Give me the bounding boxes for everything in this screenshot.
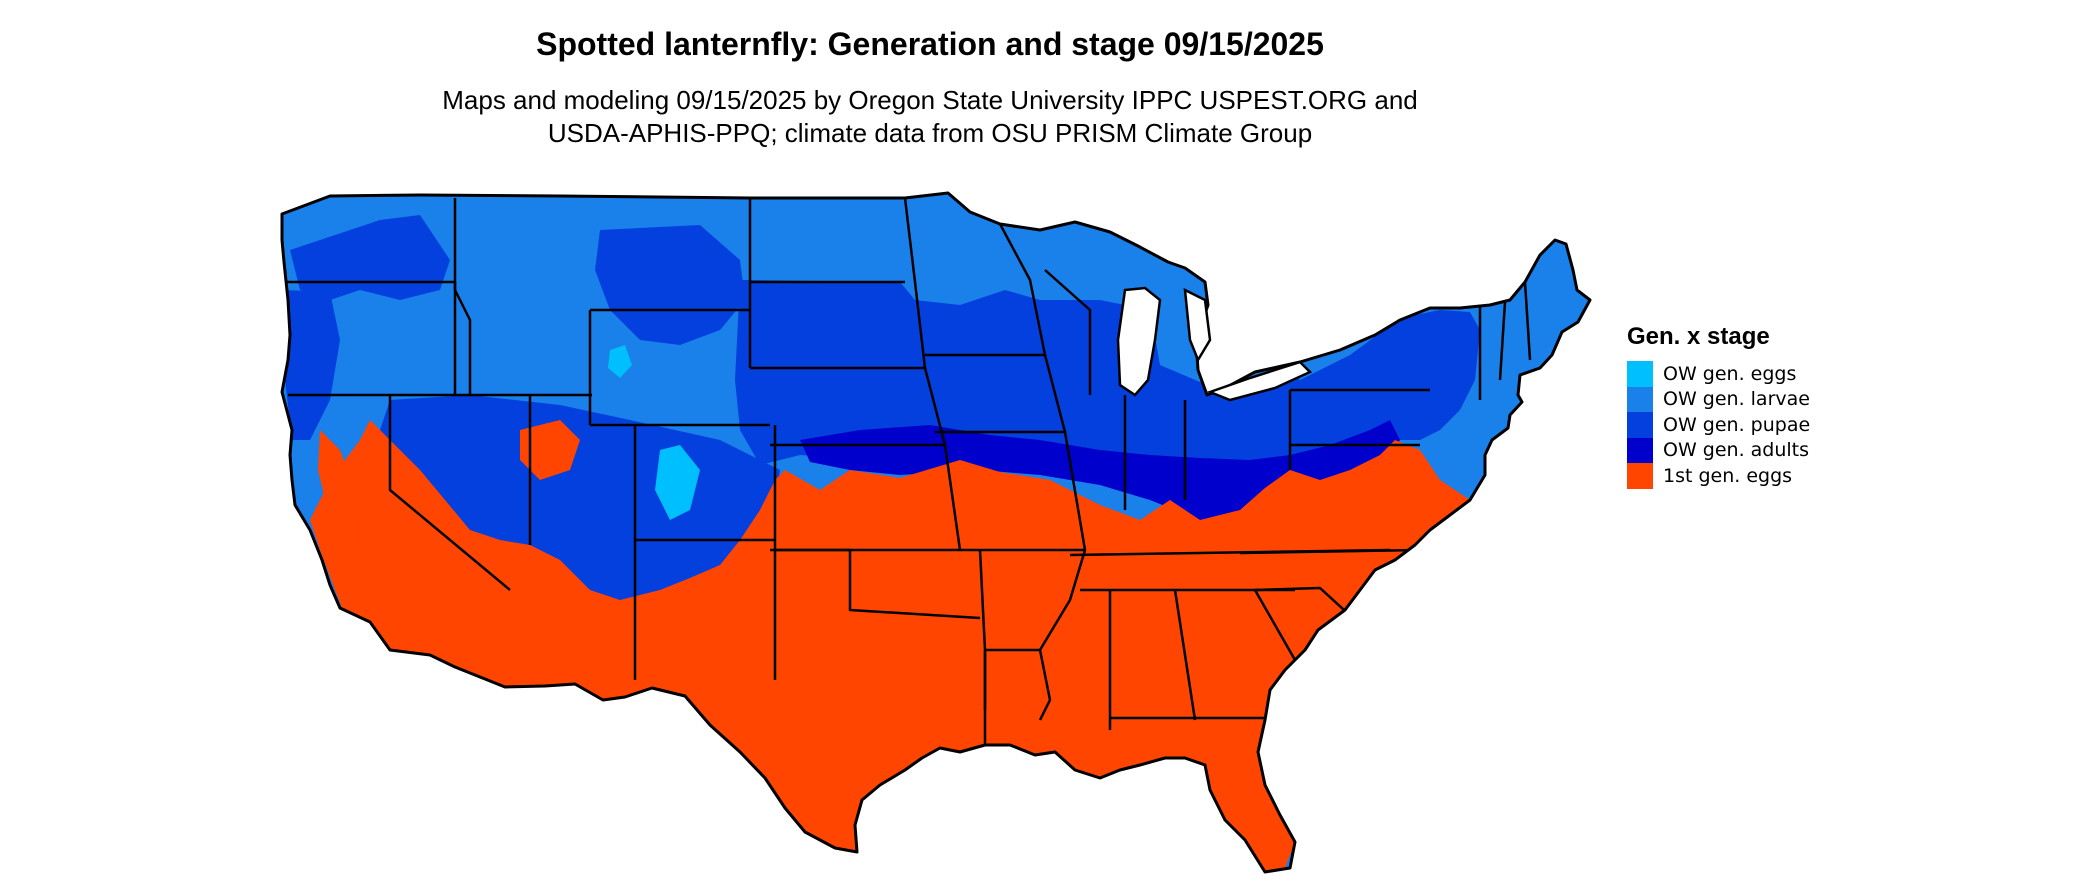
pupae-region-west-coast [284,290,340,440]
first-gen-eggs-patch-nevada [520,420,580,480]
us-map-fill [282,193,1590,872]
border-mississippi-river [1038,354,1087,721]
ow-eggs-patch-utah [655,445,700,520]
legend-swatch [1627,437,1653,463]
legend-item: OW gen. larvae [1627,386,1810,412]
legend-swatch [1627,463,1653,489]
border-va-nc [1239,548,1421,555]
legend-swatch [1627,412,1653,438]
pupae-region-rockies [595,225,745,345]
legend-swatch [1627,361,1653,387]
us-generation-stage-map [280,191,1592,874]
legend-item: OW gen. eggs [1627,361,1810,387]
border-ks-mo [943,444,962,551]
border-id-mt [453,198,472,395]
state-borders [284,197,1532,760]
legend-item: OW gen. adults [1627,437,1810,463]
legend-label: 1st gen. eggs [1663,464,1793,487]
legend-label: OW gen. eggs [1663,362,1797,385]
lake-michigan [1116,286,1162,397]
border-al-ga [1173,589,1197,721]
legend-items: OW gen. eggs OW gen. larvae OW gen. pupae O… [1627,361,1810,489]
border-mn-wi [998,223,1047,356]
legend-label: OW gen. pupae [1663,413,1811,436]
border-ok-tx [775,548,981,620]
legend-item: 1st gen. eggs [1627,463,1810,489]
border-ga-sc [1253,589,1297,661]
map-title: Spotted lanternfly: Generation and stage… [536,26,1324,62]
legend-item: OW gen. pupae [1627,412,1810,438]
border-dakotas-mn [903,197,927,369]
subtitle-line-2: USDA-APHIS-PPQ; climate data from OSU PR… [547,118,1313,148]
border-ca-nv [388,395,511,591]
legend-swatch [1627,386,1653,412]
border-wi-mi [1044,269,1092,395]
border-nc-sc [1254,586,1356,621]
lake-huron [1183,287,1212,363]
border-nh-me [1523,281,1532,361]
subtitle-line-1: Maps and modeling 09/15/2025 by Oregon S… [442,85,1418,115]
ow-eggs-patch-colorado [608,345,632,378]
legend-title: Gen. x stage [1627,323,1770,350]
first-gen-eggs-patch-central-valley [318,430,360,560]
legend: Gen. x stage OW gen. eggs OW gen. larvae O… [1627,323,1810,489]
border-vt-nh [1498,301,1507,381]
legend-label: OW gen. adults [1663,439,1810,462]
border-ne-ia [923,367,947,446]
lake-erie [1206,360,1313,402]
pupae-region-northwest [290,215,450,300]
legend-label: OW gen. larvae [1663,388,1810,411]
map-subtitle: Maps and modeling 09/15/2025 by Oregon S… [0,84,1860,150]
